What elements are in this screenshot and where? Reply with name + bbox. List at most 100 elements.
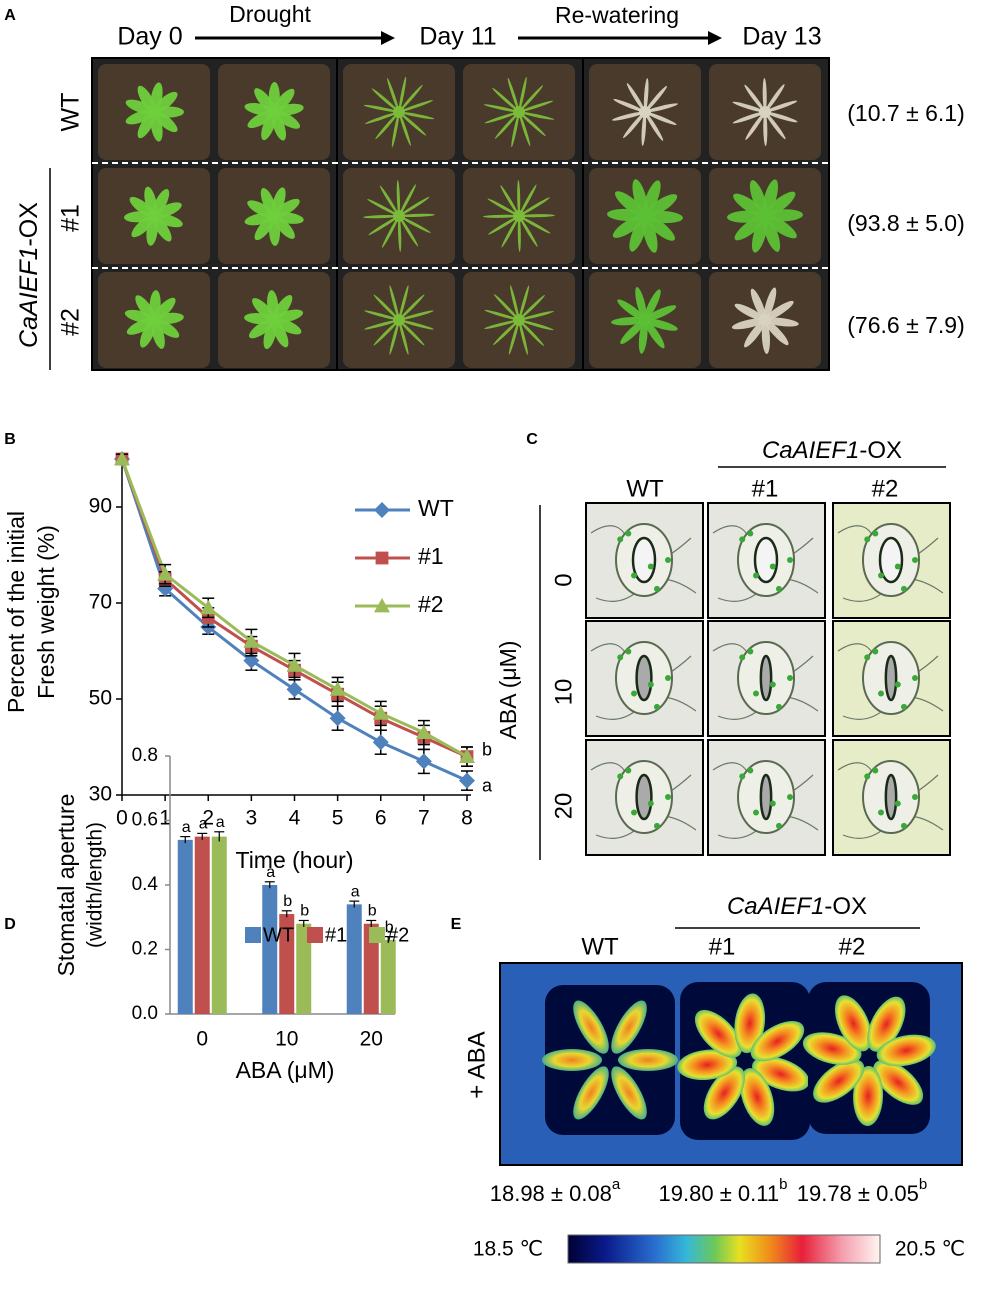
temperature-text: 19.78 ± 0.05 (797, 1181, 919, 1206)
leaf (518, 111, 531, 147)
rosette-center (148, 210, 160, 222)
marker (415, 753, 432, 770)
gene-name: CaAIEF1 (15, 247, 43, 348)
chloroplast (912, 794, 918, 800)
leaf (762, 78, 767, 113)
leaf (483, 104, 520, 113)
rosette-center (513, 210, 525, 222)
thermal-leaf (813, 1059, 865, 1103)
error-bar (180, 836, 191, 844)
chloroplast (787, 557, 793, 563)
chloroplast (747, 767, 754, 774)
chloroplast (900, 703, 907, 710)
leaf (518, 76, 527, 113)
marker (200, 599, 217, 615)
legend-label: #1 (418, 543, 444, 569)
leaf (764, 300, 794, 321)
x-tick-label: 5 (332, 807, 344, 830)
chloroplast (787, 675, 793, 681)
group-label: CaAIEF1-OX (15, 202, 43, 348)
leaf (398, 184, 417, 217)
thermal-leaf (834, 995, 872, 1052)
leaf (764, 100, 798, 113)
thermal-leaf (677, 1049, 738, 1081)
leaf (620, 319, 646, 344)
marker (329, 681, 346, 696)
chloroplast (665, 557, 671, 563)
leaf (764, 319, 789, 346)
leaf (762, 179, 779, 217)
leaf (764, 214, 797, 239)
leaf (518, 214, 555, 218)
leaf (368, 215, 400, 236)
leaf (271, 187, 286, 217)
chloroplast (665, 794, 671, 800)
treatment-label: + ABA (463, 1031, 490, 1098)
x-tick-label: 0 (116, 807, 128, 830)
chloroplast (753, 690, 760, 697)
leaf (734, 215, 766, 241)
leaf (379, 185, 400, 217)
arrow-label: Drought (229, 1, 311, 27)
leaf (398, 213, 435, 217)
chloroplast (900, 585, 907, 592)
leaf (518, 319, 528, 355)
chloroplast (894, 800, 901, 807)
leaf (644, 103, 678, 113)
significance-letter: b (919, 1176, 927, 1193)
leaf (643, 78, 649, 113)
thermal-leaf (573, 1000, 609, 1054)
leaf (518, 111, 555, 120)
y-tick-label: 0.8 (132, 745, 158, 766)
thermal-leaf (867, 996, 906, 1052)
stomatal-pore (884, 654, 898, 702)
survival-rate: (93.8 ± 5.0) (847, 210, 964, 236)
significance-letter: b (482, 739, 492, 759)
marker (415, 724, 432, 739)
row-label: 10 (550, 679, 577, 706)
marker (375, 551, 389, 565)
panel-letter: A (4, 7, 16, 24)
leaf (254, 88, 275, 113)
leaf (398, 285, 409, 321)
y-tick-label: 90 (89, 495, 112, 518)
leaf (518, 294, 545, 321)
significance-letter: a (266, 864, 275, 881)
significance-letter: b (779, 1176, 787, 1193)
leaf (744, 84, 766, 113)
leaf (381, 215, 400, 248)
leaf (398, 84, 423, 113)
column-label: #1 (709, 933, 736, 960)
chloroplast (625, 530, 632, 537)
chloroplast (769, 681, 776, 688)
leaf (391, 111, 400, 148)
axis-label: ABA (μM) (495, 641, 521, 740)
leaf (494, 111, 520, 139)
chloroplast (864, 654, 871, 661)
significance-letter: a (182, 819, 191, 836)
temperature-value: 18.98 ± 0.08a (490, 1176, 621, 1206)
x-axis-label: ABA (μM) (236, 1057, 335, 1083)
chloroplast (878, 809, 885, 816)
column-label: WT (626, 475, 664, 502)
chloroplast (894, 563, 901, 570)
gene-suffix: -OX (824, 893, 867, 920)
rosette-center (639, 210, 651, 222)
panel-letter: D (4, 916, 16, 933)
leaf (508, 319, 520, 355)
chloroplast (653, 703, 660, 710)
leaf (263, 319, 277, 350)
x-tick-label: 3 (246, 807, 258, 830)
leaf (398, 319, 425, 346)
y-tick-label: 0.2 (132, 939, 158, 960)
chloroplast (912, 675, 918, 681)
y-axis-label: Stomatal aperture (53, 794, 79, 977)
rosette-center (513, 106, 525, 118)
leaf (518, 184, 537, 217)
leaf (398, 111, 427, 136)
leaf (635, 286, 647, 321)
legend-label: WT (263, 924, 294, 946)
leaf (398, 215, 402, 252)
leaf (389, 285, 400, 321)
